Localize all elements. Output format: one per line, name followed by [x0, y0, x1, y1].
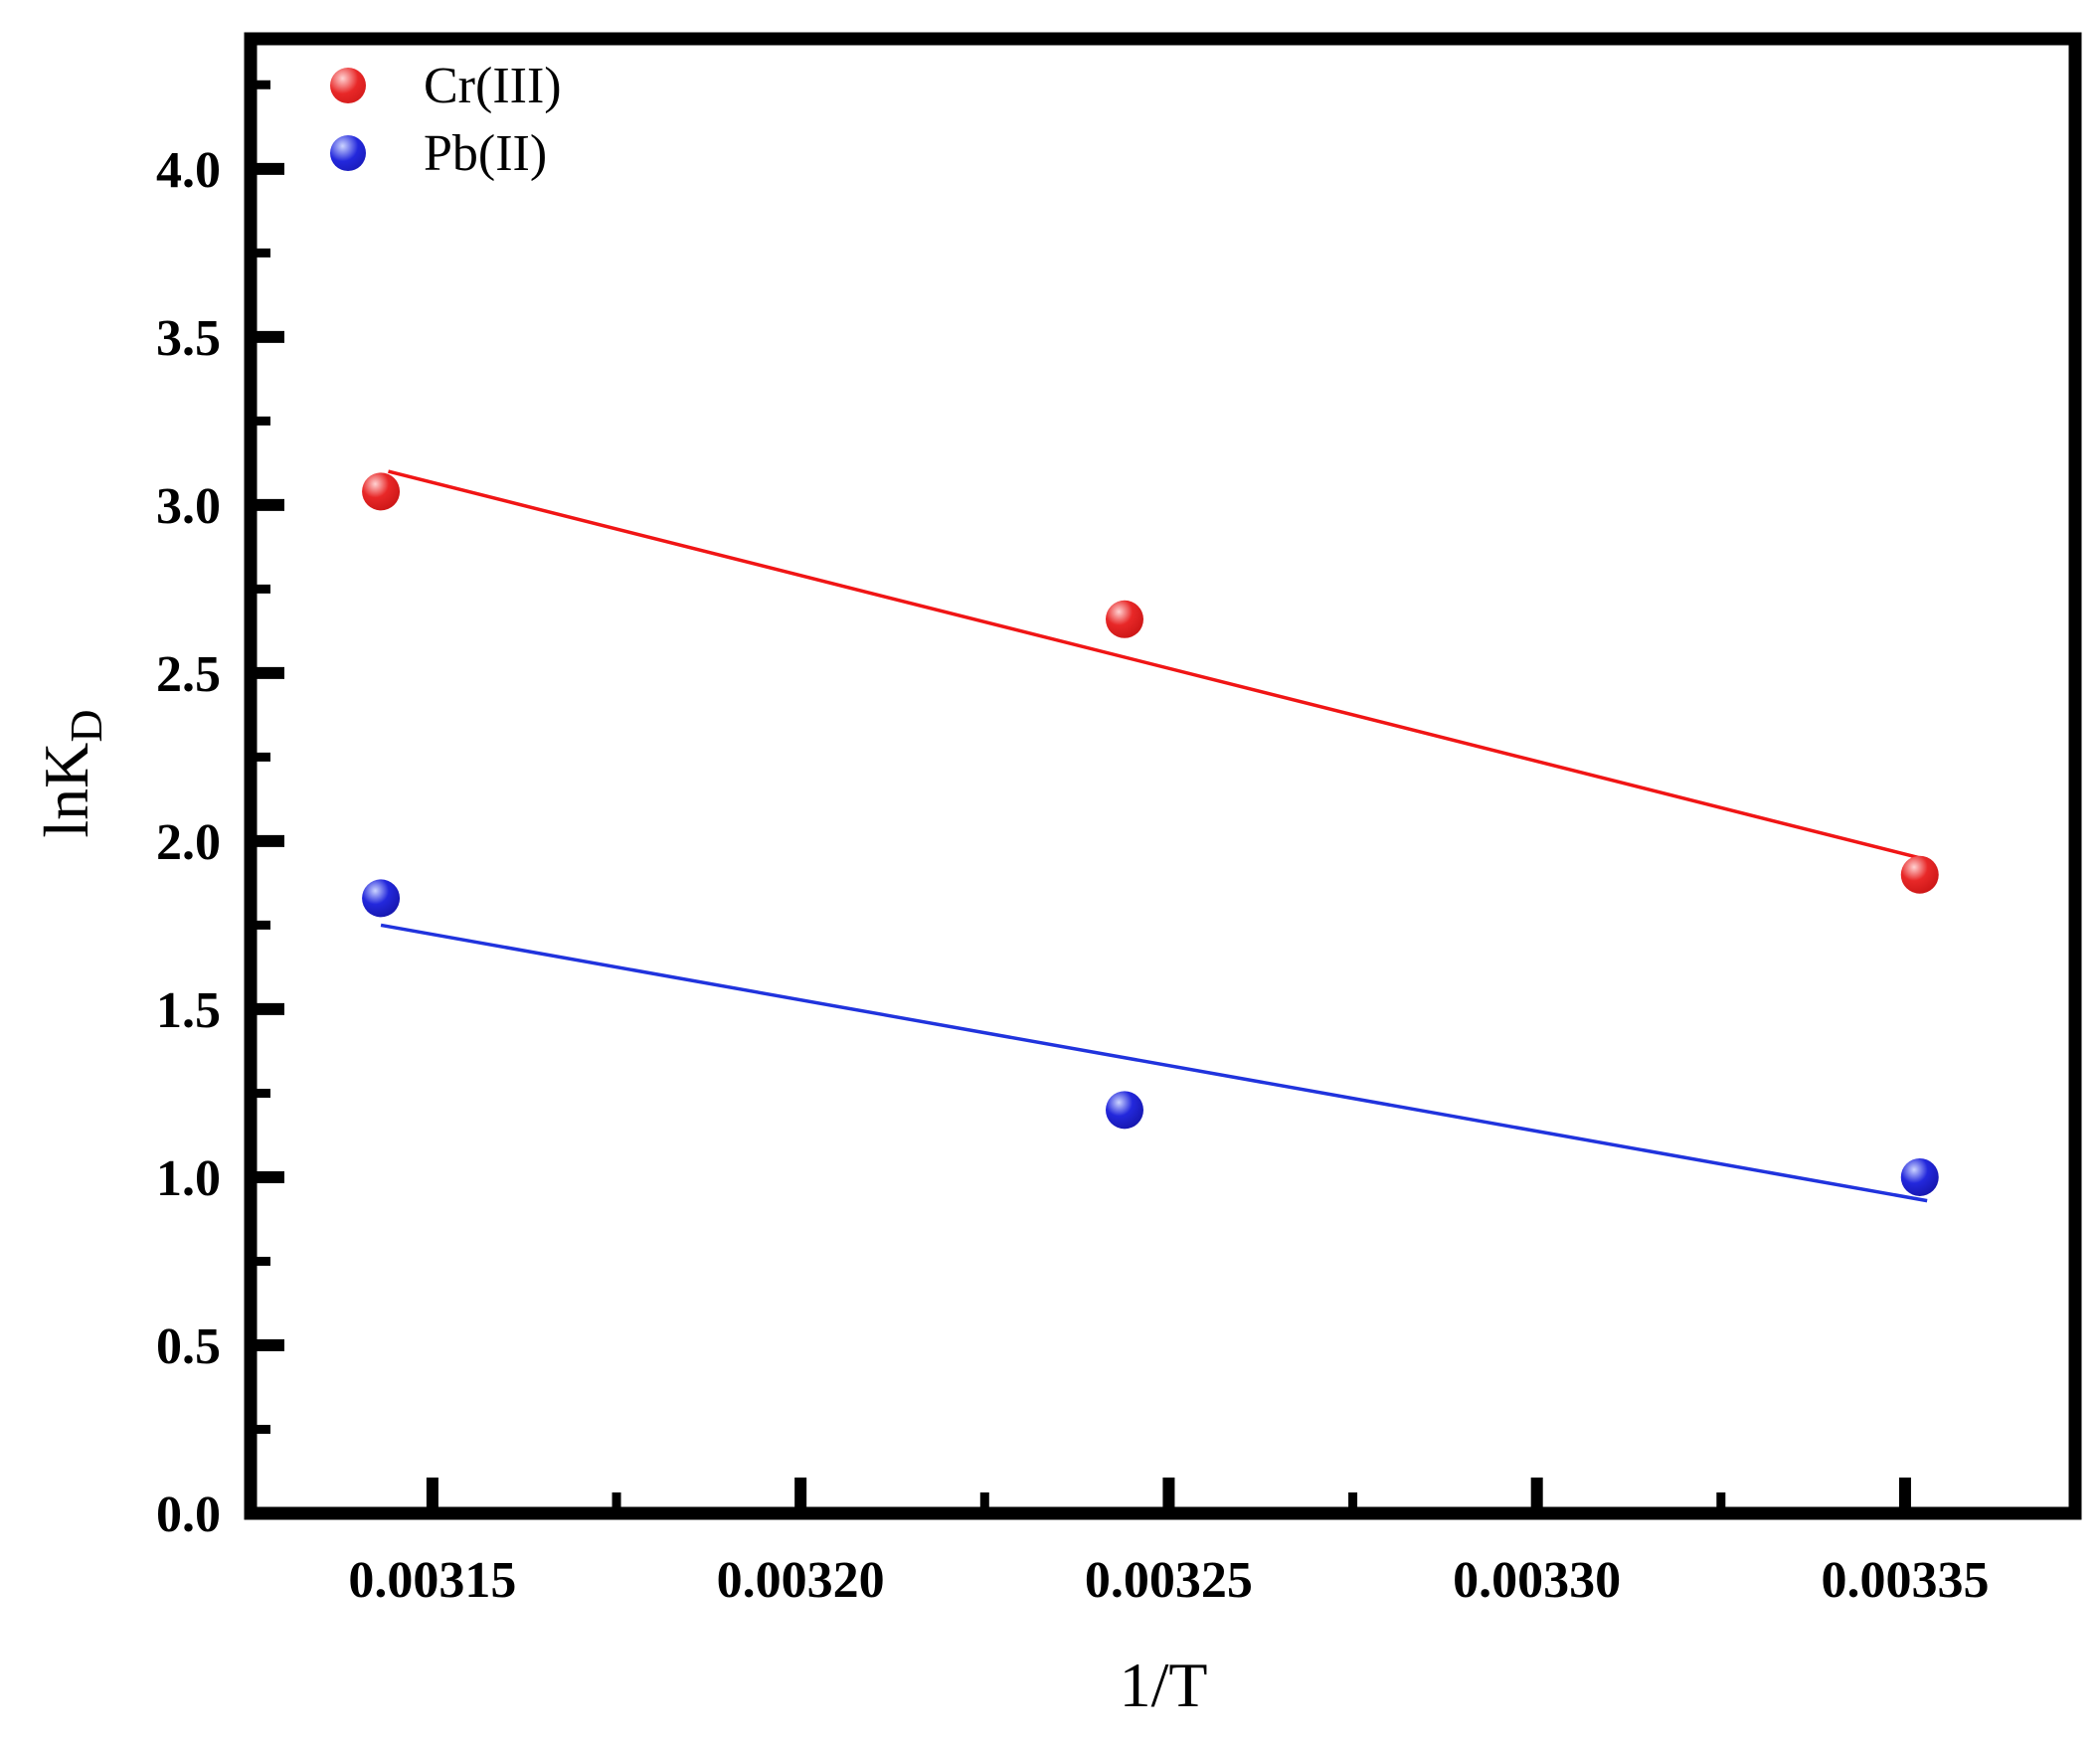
cr-series-marker-icon	[330, 68, 366, 103]
cr-fit-line	[388, 469, 1921, 860]
y-axis-title-subscript: D	[60, 709, 111, 743]
y-tick-label: 1.5	[156, 982, 221, 1039]
y-tick-label: 0.0	[156, 1486, 221, 1543]
pb-data-point	[1105, 1091, 1143, 1130]
y-tick-label: 3.5	[156, 310, 221, 367]
x-axis-title: 1/T	[1119, 1650, 1208, 1720]
y-tick-label: 4.0	[156, 142, 221, 199]
legend-item-cr: Cr(III)	[330, 52, 562, 119]
legend-label-pb: Pb(II)	[424, 124, 548, 182]
pb-data-point	[362, 879, 401, 918]
y-tick-label: 2.5	[156, 646, 221, 703]
cr-data-point	[1900, 855, 1939, 894]
x-tick-label: 0.00320	[717, 1552, 885, 1609]
cr-data-point	[362, 472, 401, 511]
y-tick-label: 1.0	[156, 1150, 221, 1207]
x-tick-label: 0.00335	[1821, 1552, 1989, 1609]
pb-fit-line	[380, 923, 1928, 1203]
y-axis-title-base: lnK	[31, 742, 101, 838]
pb-series-marker-icon	[330, 135, 366, 171]
x-tick-label: 0.00315	[348, 1552, 516, 1609]
legend-label-cr: Cr(III)	[424, 57, 562, 114]
y-tick-label: 3.0	[156, 478, 221, 535]
legend: Cr(III) Pb(II)	[330, 52, 562, 187]
x-tick-label: 0.00330	[1453, 1552, 1621, 1609]
cr-data-point	[1105, 600, 1143, 638]
legend-item-pb: Pb(II)	[330, 119, 562, 187]
pb-data-point	[1900, 1157, 1939, 1196]
plot-border	[244, 32, 2082, 1520]
y-tick-label: 0.5	[156, 1318, 221, 1375]
y-axis-title: lnKD	[27, 624, 111, 923]
x-tick-label: 0.00325	[1085, 1552, 1253, 1609]
y-tick-label: 2.0	[156, 814, 221, 871]
